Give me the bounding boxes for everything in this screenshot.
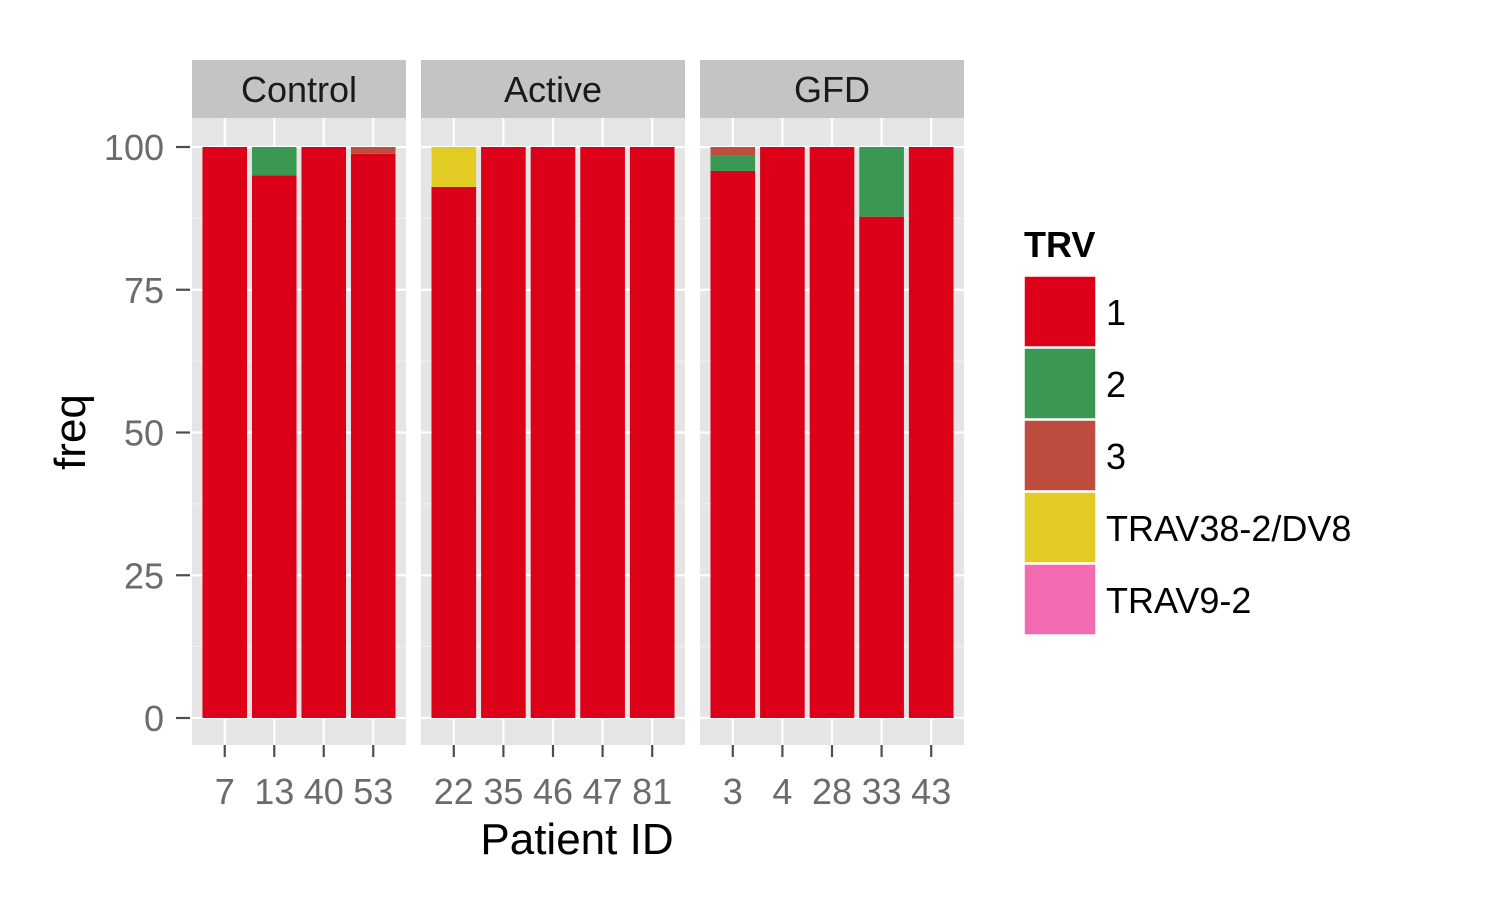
x-tick-label: 13 [254,771,294,812]
y-tick-label: 75 [124,270,164,311]
x-tick-label: 22 [434,771,474,812]
facet-strip [700,60,964,118]
bar-segment-33-trv-2 [859,147,904,217]
facet-strip-label: Control [241,69,357,110]
legend-key-3 [1023,419,1097,492]
bar-segment-53-trv-3 [350,147,396,154]
x-tick-label: 40 [304,771,344,812]
y-tick-label: 100 [104,127,164,168]
legend-label: TRAV9-2 [1106,580,1251,621]
bar-segment-53-trv-1 [350,153,396,719]
facet-gfd: GFD 3 4 28 33 43 [700,60,964,812]
legend: TRV 1 2 3 TRAV38-2/DV8 TRAV9-2 [1023,224,1351,636]
x-tick-label: 53 [353,771,393,812]
bar-segment-3-trv-1 [710,170,756,718]
legend-label: TRAV38-2/DV8 [1106,508,1351,549]
facet-strip [421,60,685,118]
x-axis-title: Patient ID [480,815,673,864]
legend-key-2 [1023,347,1097,420]
x-tick-label: 4 [772,771,792,812]
legend-key-trav38-2-dv8 [1023,491,1097,564]
legend-key-trav9-2 [1023,563,1097,636]
bar-segment-46-trv-1 [530,147,576,718]
bar-segment-33-trv-1 [859,216,904,719]
y-tick-label: 0 [144,698,164,739]
bar-segment-4-trv-1 [760,147,805,718]
x-tick-label: 43 [911,771,951,812]
legend-label: 1 [1106,292,1126,333]
bar-segment-22-trv-trav38-2-dv8 [431,147,477,187]
facet-active: Active 22 35 46 47 81 [421,60,685,812]
bar-segment-13-trv-2 [251,147,297,176]
bar-segment-7-trv-1 [202,147,248,718]
facet-panels: Control 7 13 40 53 Active 22 35 46 47 81 GFD 3 4 28 33 4… [192,60,964,812]
x-tick-label: 33 [862,771,902,812]
bar-segment-22-trv-1 [431,186,477,719]
facet-strip-label: Active [504,69,602,110]
y-axis-title: freq [46,394,95,470]
facet-strip-label: GFD [794,69,870,110]
bar-segment-3-trv-3 [710,147,756,156]
legend-label: 3 [1106,436,1126,477]
bar-segment-47-trv-1 [580,147,625,718]
bar-segment-35-trv-1 [481,147,526,718]
y-axis: 0 25 50 75 100 [104,127,190,739]
bar-segment-40-trv-1 [301,147,347,718]
x-tick-label: 47 [583,771,623,812]
bar-segment-3-trv-2 [710,155,756,171]
bar-segment-81-trv-1 [629,147,675,718]
legend-title: TRV [1024,224,1095,265]
y-tick-label: 25 [124,555,164,596]
x-tick-label: 7 [215,771,235,812]
bar-segment-28-trv-1 [809,147,855,718]
y-tick-label: 50 [124,413,164,454]
facet-strip [192,60,406,118]
legend-label: 2 [1106,364,1126,405]
bar-segment-13-trv-1 [251,175,297,719]
x-tick-label: 3 [723,771,743,812]
facet-control: Control 7 13 40 53 [192,60,406,812]
x-tick-label: 81 [632,771,672,812]
x-tick-label: 28 [812,771,852,812]
bar-segment-43-trv-1 [908,147,954,718]
legend-key-1 [1023,275,1097,348]
x-tick-label: 35 [483,771,523,812]
x-tick-label: 46 [533,771,573,812]
